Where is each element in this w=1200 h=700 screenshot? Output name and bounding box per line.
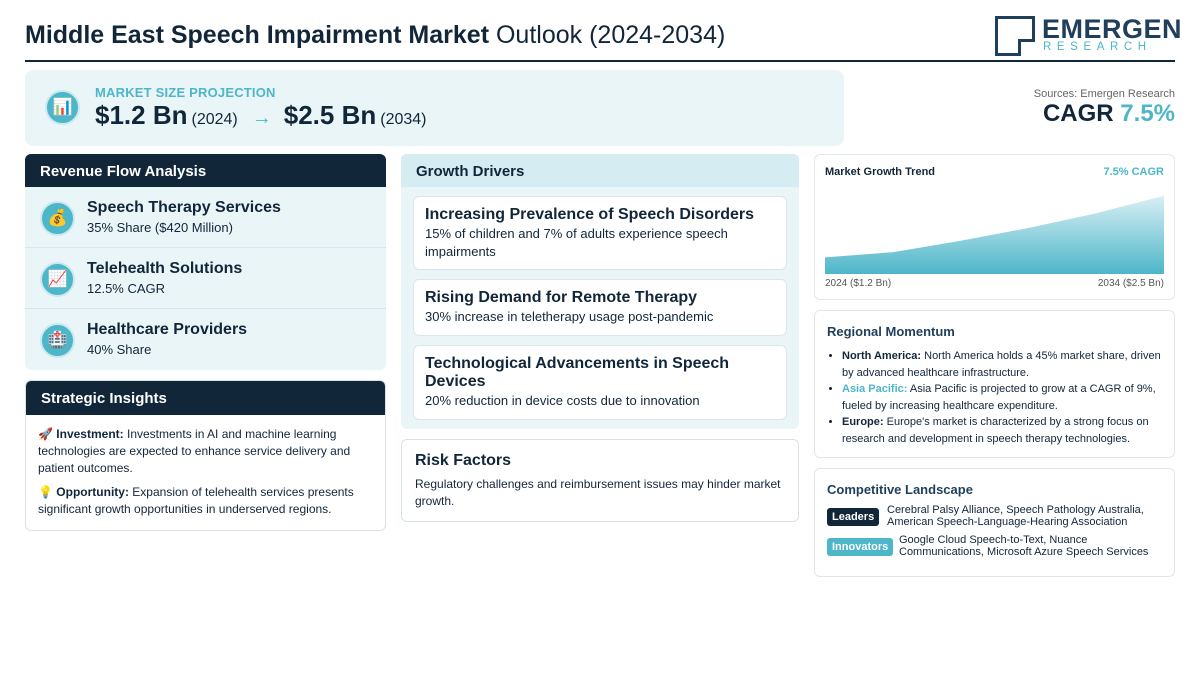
risk-factors-text: Regulatory challenges and reimbursement …	[415, 477, 781, 508]
region-label: Europe:	[842, 416, 884, 428]
revenue-item-title: Speech Therapy Services	[87, 199, 281, 216]
sources-note: Sources: Emergen Research	[1033, 88, 1175, 100]
strategic-insights-body: 🚀 Investment: Investments in AI and mach…	[26, 415, 385, 518]
driver-card: Increasing Prevalence of Speech Disorder…	[413, 196, 787, 270]
region-item: Europe: Europe's market is characterized…	[842, 414, 1162, 447]
cagr-label: CAGR	[1042, 100, 1114, 127]
revenue-flow-title: Revenue Flow Analysis	[25, 154, 386, 187]
projection-end-year: (2034)	[380, 111, 427, 128]
driver-text: 15% of children and 7% of adults experie…	[425, 226, 728, 259]
region-label: Asia Pacific:	[842, 383, 908, 395]
emergen-logo: EMERGEN RESEARCH	[995, 14, 1182, 56]
revenue-item-sub: 40% Share	[87, 342, 152, 357]
revenue-item: 📈 Telehealth Solutions 12.5% CAGR	[25, 248, 386, 309]
cagr-value: 7.5%	[1120, 100, 1175, 127]
competitive-landscape-panel: Competitive Landscape Leaders Cerebral P…	[814, 468, 1175, 577]
leaders-badge: Leaders	[827, 508, 880, 526]
insight-item: 💡 Opportunity: Expansion of telehealth s…	[38, 484, 373, 518]
driver-card: Technological Advancements in Speech Dev…	[413, 345, 787, 420]
rocket-icon: 🚀	[38, 427, 53, 441]
revenue-item: 💰 Speech Therapy Services 35% Share ($42…	[25, 187, 386, 248]
revenue-item-sub: 12.5% CAGR	[87, 281, 166, 296]
page-title: Middle East Speech Impairment Market Out…	[25, 21, 725, 50]
trend-x-end-label: 2034 ($2.5 Bn)	[1097, 278, 1164, 289]
innovators-badge: Innovators	[827, 538, 894, 556]
hospital-icon: 🏥	[40, 323, 75, 358]
trend-cagr: 7.5% CAGR	[1103, 166, 1164, 178]
regional-momentum-panel: Regional Momentum North America: North A…	[814, 310, 1175, 458]
revenue-item: 🏥 Healthcare Providers 40% Share	[25, 309, 386, 370]
driver-text: 20% reduction in device costs due to inn…	[425, 393, 700, 408]
region-item: North America: North America holds a 45%…	[842, 348, 1162, 381]
innovators-text: Google Cloud Speech-to-Text, Nuance Comm…	[899, 534, 1149, 558]
page-title-rest: Outlook (2024-2034)	[495, 21, 726, 49]
strategic-insights-panel: Strategic Insights 🚀 Investment: Investm…	[25, 380, 386, 531]
trend-area-series	[825, 195, 1164, 274]
regional-momentum-title: Regional Momentum	[827, 324, 955, 339]
logo-mark-icon	[995, 16, 1035, 56]
revenue-flow-panel: Revenue Flow Analysis 💰 Speech Therapy S…	[25, 154, 386, 370]
innovators-row: Innovators Google Cloud Speech-to-Text, …	[827, 534, 1164, 562]
trend-chart-icon: 📈	[40, 262, 75, 297]
risk-factors-panel: Risk Factors Regulatory challenges and r…	[401, 439, 799, 522]
logo-name: EMERGEN	[1042, 14, 1183, 44]
page-header: Middle East Speech Impairment Market Out…	[25, 12, 1182, 62]
driver-title: Increasing Prevalence of Speech Disorder…	[425, 206, 755, 223]
insight-text: Investments in AI and machine learning t…	[38, 427, 351, 475]
insight-text: Expansion of telehealth services present…	[38, 485, 354, 516]
arrow-right-icon: →	[251, 107, 272, 129]
revenue-item-sub: 35% Share ($420 Million)	[87, 220, 233, 235]
bar-chart-icon: 📊	[45, 90, 80, 125]
projection-values: $1.2 Bn (2024) → $2.5 Bn (2034)	[95, 100, 427, 131]
region-text: North America holds a 45% market share, …	[842, 350, 1161, 379]
market-growth-trend-card: Market Growth Trend 7.5% CAGR 2024 ($1.2…	[814, 154, 1175, 300]
region-item: Asia Pacific: Asia Pacific is projected …	[842, 381, 1162, 414]
leaders-text: Cerebral Palsy Alliance, Speech Patholog…	[887, 504, 1144, 528]
competitive-landscape-title: Competitive Landscape	[827, 482, 973, 497]
revenue-item-title: Healthcare Providers	[87, 321, 248, 338]
projection-label: MARKET SIZE PROJECTION	[95, 85, 276, 100]
page-title-bold: Middle East Speech Impairment Market	[25, 21, 490, 49]
regional-list: North America: North America holds a 45%…	[827, 348, 1162, 447]
projection-end-value: $2.5 Bn	[283, 100, 377, 130]
lightbulb-icon: 💡	[38, 485, 53, 499]
risk-factors-title: Risk Factors	[415, 452, 512, 469]
growth-drivers-title: Growth Drivers	[401, 154, 799, 187]
projection-start-year: (2024)	[191, 111, 238, 128]
driver-text: 30% increase in teletherapy usage post-p…	[425, 309, 714, 324]
trend-area-chart	[825, 195, 1164, 274]
logo-subtitle: RESEARCH	[1043, 41, 1152, 53]
leaders-row: Leaders Cerebral Palsy Alliance, Speech …	[827, 504, 1164, 532]
cagr-summary: CAGR 7.5%	[1043, 100, 1175, 128]
strategic-insights-title: Strategic Insights	[26, 381, 385, 415]
region-text: Asia Pacific is projected to grow at a C…	[842, 383, 1156, 412]
market-size-projection: 📊 MARKET SIZE PROJECTION $1.2 Bn (2024) → $…	[25, 70, 844, 146]
driver-title: Rising Demand for Remote Therapy	[425, 289, 698, 306]
revenue-item-title: Telehealth Solutions	[87, 260, 243, 277]
insight-label: Opportunity:	[56, 485, 129, 499]
projection-start-value: $1.2 Bn	[95, 100, 188, 130]
insight-label: Investment:	[56, 427, 124, 441]
trend-x-start-label: 2024 ($1.2 Bn)	[825, 278, 892, 289]
driver-card: Rising Demand for Remote Therapy 30% inc…	[413, 279, 787, 336]
money-bag-icon: 💰	[40, 201, 75, 236]
trend-title: Market Growth Trend	[825, 166, 936, 178]
driver-title: Technological Advancements in Speech Dev…	[425, 355, 730, 390]
insight-item: 🚀 Investment: Investments in AI and mach…	[38, 426, 373, 477]
region-label: North America:	[842, 350, 922, 362]
region-text: Europe's market is characterized by a st…	[842, 416, 1149, 445]
growth-drivers-panel: Growth Drivers Increasing Prevalence of …	[401, 154, 799, 429]
